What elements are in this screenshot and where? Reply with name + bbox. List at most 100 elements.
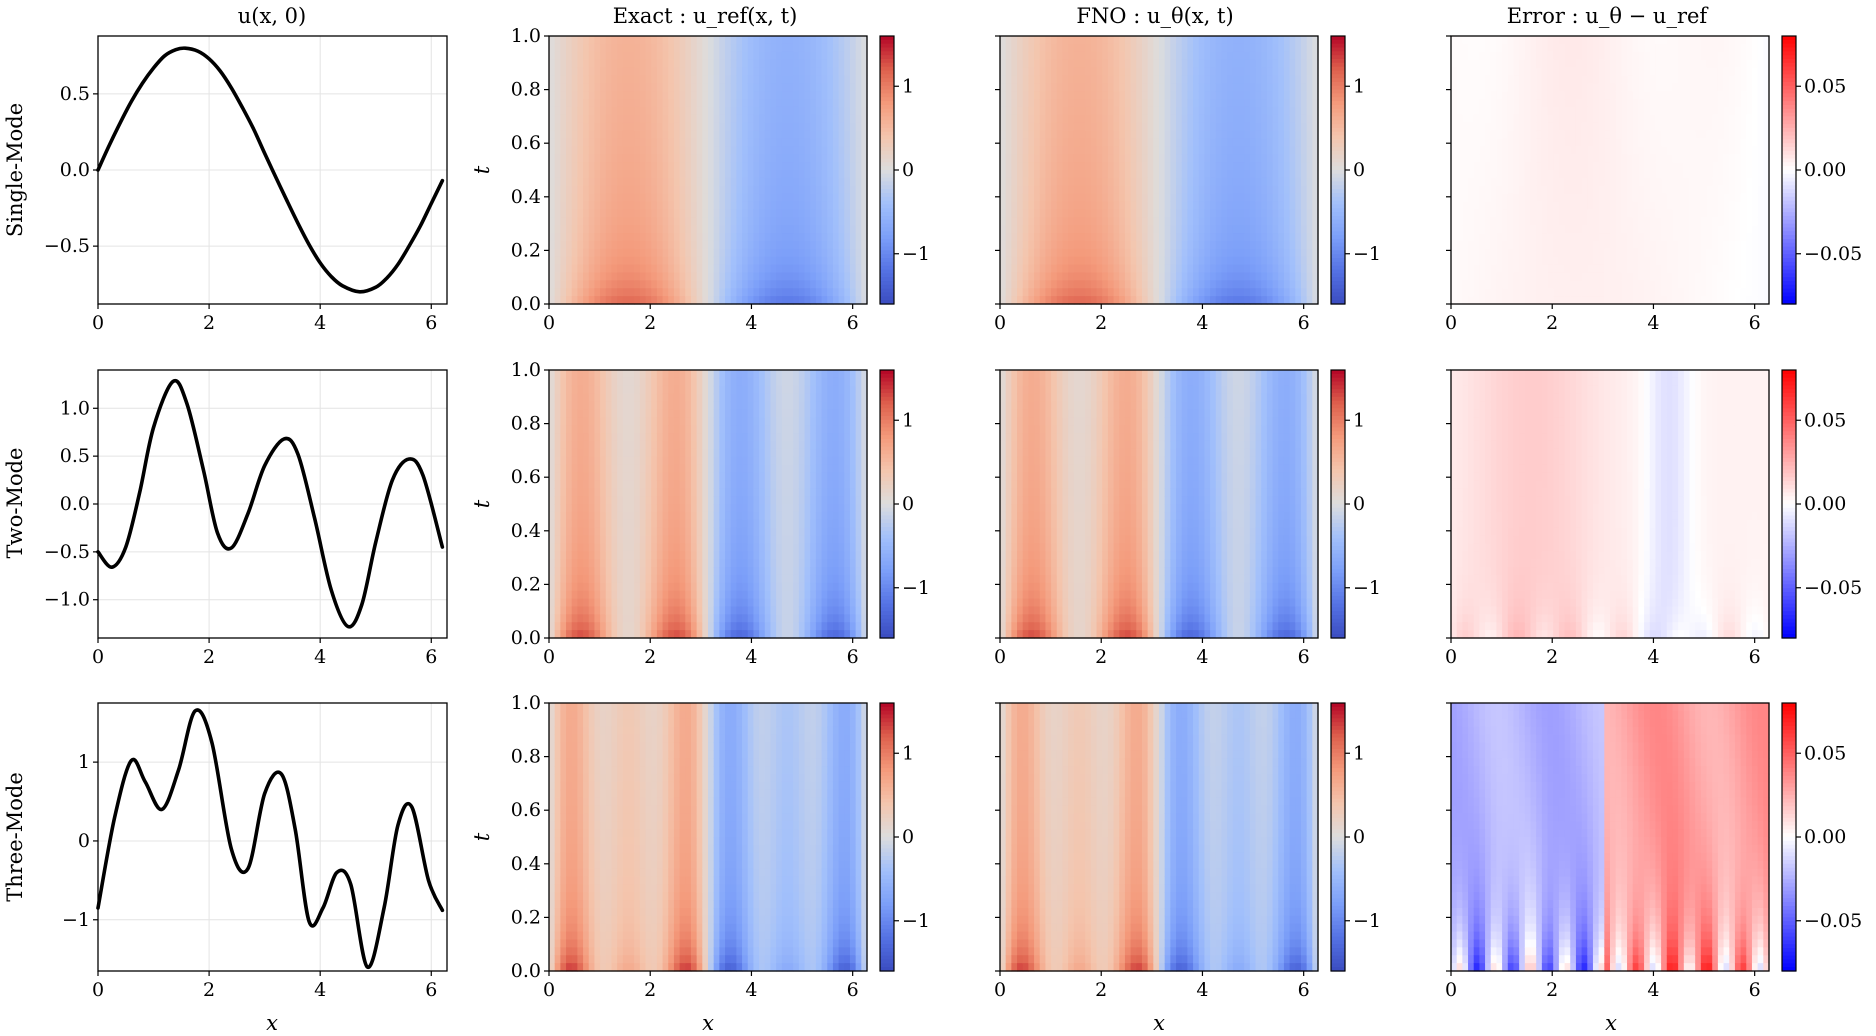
heatmap-cell bbox=[1587, 193, 1594, 203]
heatmap-cell bbox=[673, 130, 681, 140]
heatmap-cell bbox=[594, 288, 601, 297]
heatmap-cell bbox=[702, 280, 709, 289]
heatmap-cell bbox=[1062, 209, 1069, 218]
heatmap-cell bbox=[1524, 272, 1532, 281]
heatmap-cell bbox=[742, 59, 749, 69]
heatmap-cell bbox=[832, 288, 840, 297]
heatmap-cell bbox=[1536, 170, 1543, 179]
row-label-single: Single-Mode bbox=[3, 103, 27, 237]
heatmap-cell bbox=[798, 67, 806, 77]
heatmap-cell bbox=[1045, 162, 1052, 171]
heatmap-cell bbox=[1227, 272, 1234, 281]
heatmap-cell bbox=[804, 114, 811, 124]
heatmap-cell bbox=[815, 138, 823, 147]
heatmap-cell bbox=[560, 225, 567, 234]
heatmap-cell bbox=[1096, 209, 1103, 218]
heatmap-cell bbox=[1039, 185, 1047, 195]
heatmap-cell bbox=[1141, 280, 1149, 289]
colorbar-segment bbox=[880, 127, 894, 133]
heatmap-cell bbox=[1575, 146, 1583, 155]
colorbar-segment bbox=[880, 181, 894, 186]
heatmap-cell bbox=[1530, 177, 1537, 187]
heatmap-cell bbox=[730, 67, 737, 77]
heatmap-cell bbox=[1312, 122, 1319, 132]
heatmap-cell bbox=[1028, 272, 1035, 281]
heatmap-cell bbox=[821, 264, 828, 274]
heatmap-cell bbox=[1113, 201, 1120, 211]
heatmap-cell bbox=[673, 83, 681, 92]
heatmap-cell bbox=[1130, 83, 1137, 92]
heatmap-cell bbox=[1141, 59, 1149, 69]
heatmap-cell bbox=[1056, 59, 1064, 69]
heatmap-cell bbox=[1575, 162, 1583, 171]
heatmap-cell bbox=[1513, 193, 1520, 203]
heatmap-cell bbox=[730, 51, 737, 61]
heatmap-cell bbox=[1056, 225, 1064, 234]
colorbar-segment bbox=[880, 158, 894, 163]
heatmap-cell bbox=[1232, 75, 1240, 84]
heatmap-cell bbox=[628, 75, 635, 84]
heatmap-cell bbox=[787, 272, 794, 281]
heatmap-cell bbox=[1210, 193, 1217, 203]
heatmap-cell bbox=[1575, 240, 1583, 250]
heatmap-cell bbox=[1051, 75, 1058, 84]
heatmap-cell bbox=[1598, 296, 1605, 305]
heatmap-cell bbox=[656, 59, 664, 69]
heatmap-cell bbox=[753, 75, 760, 84]
colorbar-segment bbox=[880, 85, 894, 91]
heatmap-cell bbox=[861, 217, 868, 226]
heatmap-cell bbox=[645, 75, 652, 84]
heatmap-cell bbox=[1261, 36, 1268, 45]
heatmap-cell bbox=[1159, 209, 1166, 218]
heatmap-cell bbox=[804, 217, 811, 226]
heatmap-cell bbox=[815, 106, 823, 116]
heatmap-cell bbox=[713, 130, 720, 140]
heatmap-cell bbox=[764, 256, 772, 266]
heatmap-cell bbox=[1000, 272, 1007, 281]
heatmap-cell bbox=[571, 280, 578, 289]
heatmap-cell bbox=[1519, 51, 1526, 61]
heatmap-cell bbox=[1147, 67, 1154, 77]
heatmap-cell bbox=[844, 91, 851, 100]
heatmap-cell bbox=[571, 240, 578, 250]
heatmap-cell bbox=[1079, 217, 1086, 226]
heatmap-cell bbox=[600, 67, 607, 77]
heatmap-cell bbox=[1147, 264, 1154, 274]
heatmap-cell bbox=[1536, 280, 1543, 289]
heatmap-cell bbox=[1490, 59, 1498, 69]
heatmap-cell bbox=[747, 91, 755, 100]
heatmap-cell bbox=[1547, 240, 1554, 250]
heatmap-cell bbox=[1519, 185, 1526, 195]
heatmap-cell bbox=[583, 296, 590, 305]
heatmap-cell bbox=[1300, 122, 1308, 132]
heatmap-cell bbox=[1468, 256, 1475, 266]
heatmap-cell bbox=[600, 233, 607, 242]
heatmap-cell bbox=[605, 296, 613, 305]
heatmap-cell bbox=[1456, 146, 1463, 155]
heatmap-cell bbox=[1468, 177, 1475, 187]
y-tick-label: 0.5 bbox=[60, 83, 90, 105]
heatmap-cell bbox=[1485, 122, 1492, 132]
x-tick-label: 4 bbox=[314, 312, 326, 334]
heatmap-cell bbox=[1039, 51, 1047, 61]
heatmap-cell bbox=[747, 256, 755, 266]
heatmap-cell bbox=[1456, 36, 1463, 45]
heatmap-cell bbox=[1592, 106, 1600, 116]
heatmap-cell bbox=[690, 67, 698, 77]
heatmap-cell bbox=[1581, 185, 1588, 195]
heatmap-cell bbox=[1485, 138, 1492, 147]
heatmap-cell bbox=[855, 36, 862, 45]
heatmap-cell bbox=[832, 67, 840, 77]
heatmap-cell bbox=[1102, 296, 1109, 305]
heatmap-cell bbox=[787, 296, 794, 305]
heatmap-cell bbox=[1034, 43, 1041, 53]
heatmap-cell bbox=[639, 154, 647, 163]
heatmap-cell bbox=[1553, 59, 1560, 69]
heatmap-cell bbox=[588, 114, 596, 124]
heatmap-cell bbox=[1490, 67, 1498, 77]
heatmap-cell bbox=[1272, 201, 1279, 211]
heatmap-cell bbox=[1045, 146, 1052, 155]
heatmap-cell bbox=[798, 248, 806, 258]
heatmap-cell bbox=[628, 99, 635, 108]
heatmap-cell bbox=[549, 154, 556, 163]
